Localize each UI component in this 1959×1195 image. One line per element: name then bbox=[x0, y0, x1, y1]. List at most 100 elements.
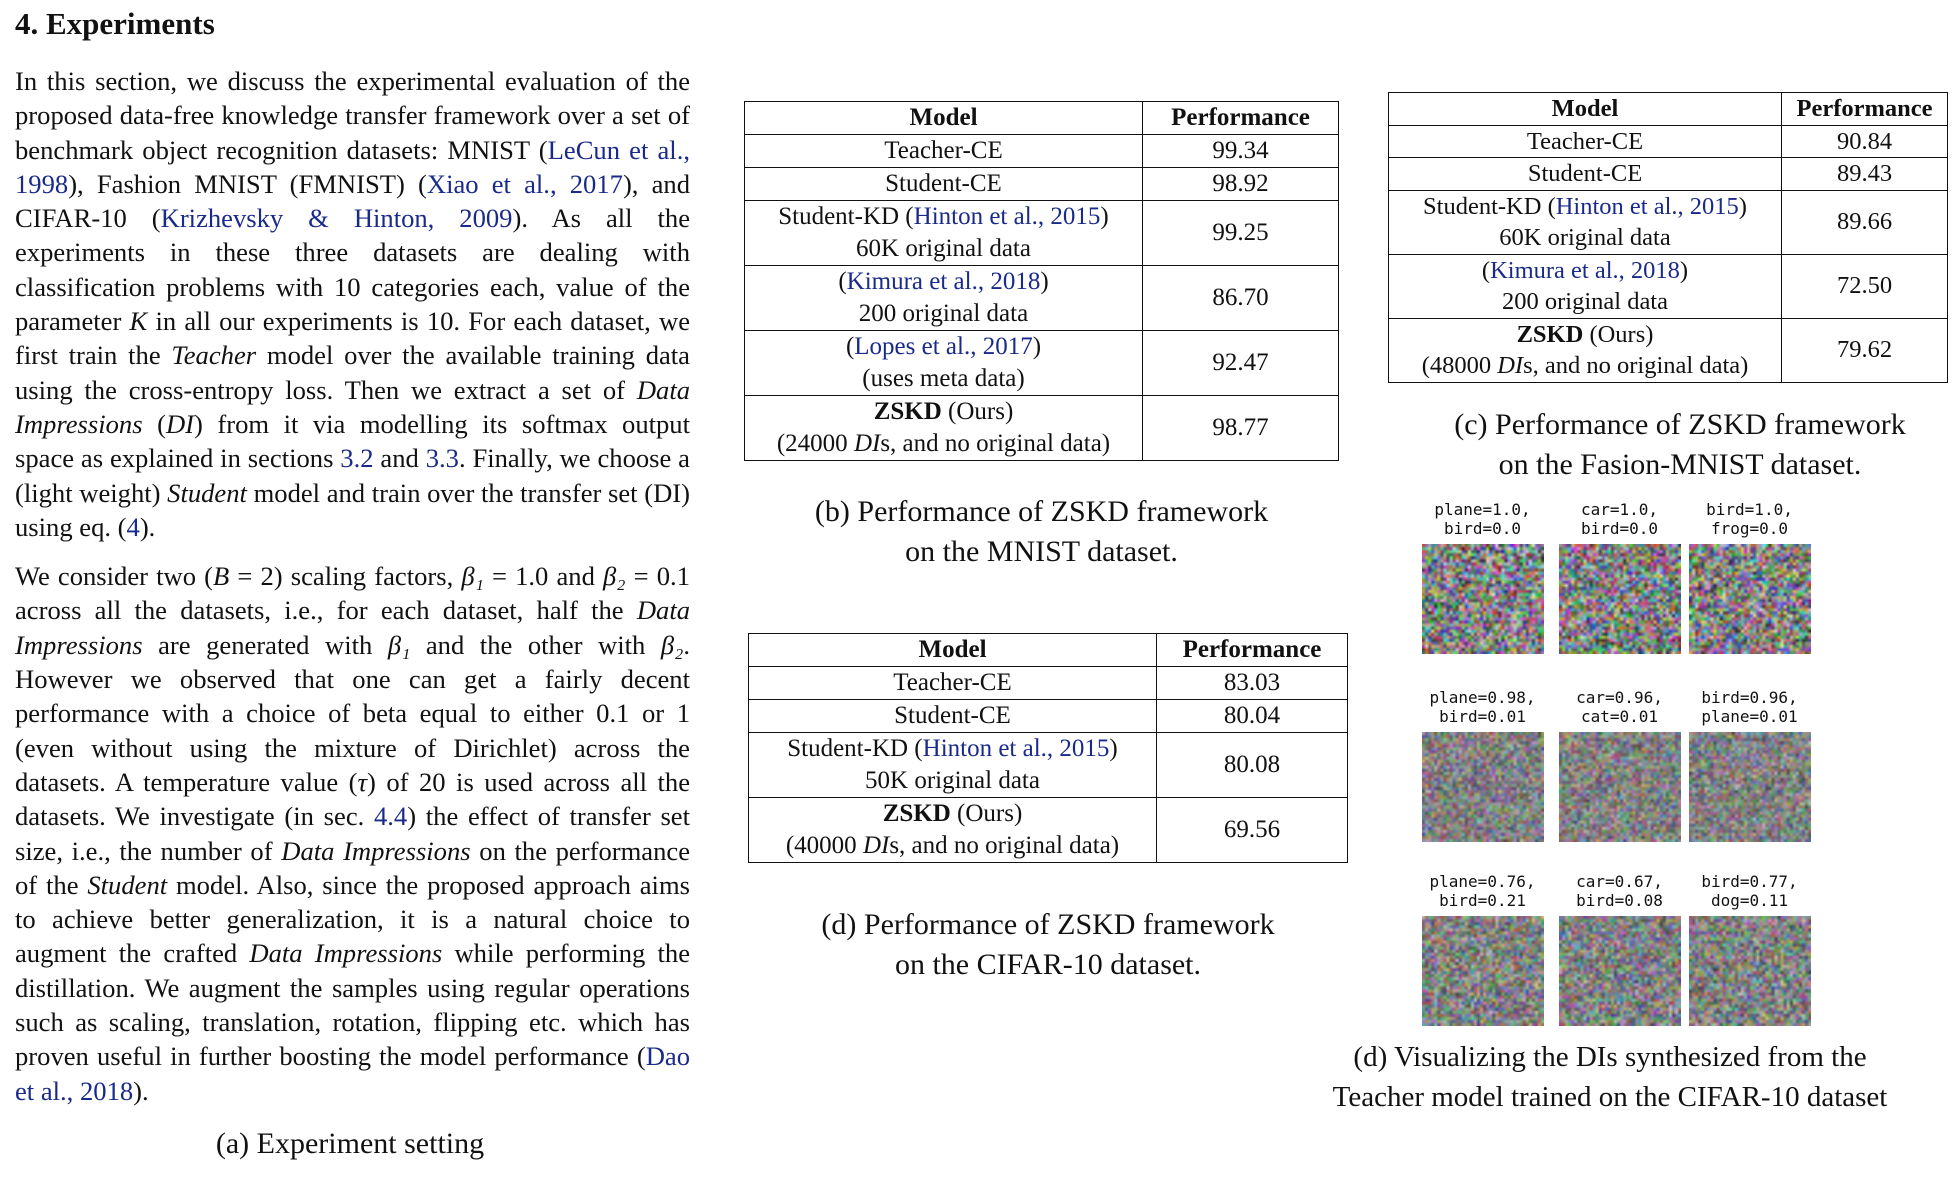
citation-link[interactable]: LeCun et al., 1998 bbox=[15, 134, 690, 199]
header-performance: Performance bbox=[1781, 92, 1948, 126]
text-run: Teacher bbox=[171, 340, 257, 371]
label-line: car=0.96, bbox=[1576, 688, 1663, 707]
text-run: ). As all the experiments in these three… bbox=[15, 203, 691, 337]
label: ( bbox=[1481, 256, 1491, 284]
label-line: bird=0.0 bbox=[1443, 519, 1522, 538]
header-performance: Performance bbox=[1142, 101, 1339, 135]
caption-line: (b) Performance of ZSKD framework bbox=[814, 495, 1269, 528]
di-label: bird=0.96, plane=0.01 bbox=[1687, 688, 1812, 726]
value: 83.03 bbox=[1156, 666, 1348, 700]
label-line: bird=0.77, bbox=[1701, 872, 1798, 891]
row-student-kd: Student-KD (Hinton et al., 2015) 60K orig… bbox=[744, 200, 1143, 266]
label: ( bbox=[845, 333, 855, 360]
label: ) bbox=[1100, 203, 1109, 230]
text-run: and the other with bbox=[410, 629, 661, 660]
citation-link[interactable]: Hinton et al., 2015 bbox=[1555, 192, 1739, 220]
caption-line: Teacher model trained on the CIFAR-10 da… bbox=[1332, 1081, 1888, 1113]
label: s, and no original data) bbox=[1523, 352, 1749, 379]
di-sample: bird=0.77, dog=0.11 bbox=[1687, 872, 1812, 1026]
row-teacher: Teacher-CE bbox=[1388, 124, 1782, 158]
citation-link[interactable]: Krizhevsky & Hinton, 2009 bbox=[160, 203, 513, 234]
label: ( bbox=[838, 268, 847, 295]
text-run: In this section, we discuss the experime… bbox=[15, 66, 690, 165]
label: (40000 bbox=[785, 832, 863, 859]
citation-link[interactable]: Hinton et al., 2015 bbox=[913, 203, 1101, 230]
value: 86.70 bbox=[1142, 265, 1339, 331]
value: 69.56 bbox=[1156, 797, 1348, 863]
label: ) bbox=[1738, 192, 1747, 220]
experiment-text: In this section, we discuss the experime… bbox=[15, 64, 690, 1108]
text-run: B bbox=[213, 561, 230, 592]
citation-link[interactable]: 3.2 bbox=[340, 443, 374, 474]
caption-c: (c) Performance of ZSKD framework on the … bbox=[1400, 405, 1959, 485]
di-label: bird=1.0, frog=0.0 bbox=[1687, 500, 1812, 538]
di-label: plane=1.0, bird=0.0 bbox=[1420, 500, 1545, 538]
di-label: plane=0.76, bird=0.21 bbox=[1420, 872, 1545, 910]
value: 80.04 bbox=[1156, 699, 1348, 733]
label: (Ours) bbox=[1583, 320, 1654, 348]
citation-link[interactable]: Xiao et al., 2017 bbox=[426, 168, 623, 199]
label: (Ours) bbox=[941, 398, 1014, 425]
row-lopes: (Lopes et al., 2017) (uses meta data) bbox=[744, 330, 1143, 396]
label: ) bbox=[1040, 268, 1049, 295]
label-line: car=1.0, bbox=[1580, 500, 1659, 519]
value: 89.43 bbox=[1781, 157, 1948, 191]
citation-link[interactable]: Lopes et al., 2017 bbox=[854, 333, 1033, 360]
citation-link[interactable]: 3.3 bbox=[425, 443, 459, 474]
label-line: dog=0.11 bbox=[1710, 891, 1789, 910]
di-label: car=0.96, cat=0.01 bbox=[1557, 688, 1682, 726]
text-run: ). bbox=[139, 511, 156, 542]
value: 90.84 bbox=[1781, 124, 1948, 158]
di-label: car=1.0, bird=0.0 bbox=[1557, 500, 1682, 538]
table-fmnist: Model Performance Teacher-CE 90.84 Student… bbox=[1388, 92, 1948, 383]
caption-line: on the CIFAR-10 dataset. bbox=[894, 948, 1202, 981]
text-run: model. Also, since the proposed approach… bbox=[15, 869, 690, 969]
text-run: DI bbox=[165, 408, 194, 439]
di-sample: plane=1.0, bird=0.0 bbox=[1420, 500, 1545, 654]
value: 99.25 bbox=[1142, 200, 1339, 266]
table-mnist: Model Performance Teacher-CE 99.34 Student… bbox=[744, 101, 1339, 461]
value: 92.47 bbox=[1142, 330, 1339, 396]
di-image bbox=[1688, 544, 1811, 654]
label-line: plane=0.98, bbox=[1429, 688, 1536, 707]
label: Student-KD ( bbox=[787, 735, 923, 762]
citation-link[interactable]: 4 bbox=[126, 511, 140, 542]
citation-link[interactable]: Dao et al., 2018 bbox=[15, 1041, 690, 1106]
citation-link[interactable]: Kimura et al., 2018 bbox=[1490, 256, 1680, 284]
text-run: = 2) scaling factors, bbox=[229, 561, 462, 592]
label: ) bbox=[1032, 333, 1042, 360]
label: Student-KD ( bbox=[778, 203, 914, 230]
row-zskd: ZSKD (Ours) (48000 DIs, and no original d… bbox=[1388, 317, 1782, 383]
label: (24000 bbox=[776, 430, 854, 457]
row-teacher: Teacher-CE bbox=[744, 134, 1143, 168]
row-zskd: ZSKD (Ours) (40000 DIs, and no original d… bbox=[748, 797, 1157, 863]
row-kimura: (Kimura et al., 2018) 200 original data bbox=[744, 265, 1143, 331]
table-cifar10: Model Performance Teacher-CE 83.03 Student… bbox=[748, 633, 1348, 863]
label-line: cat=0.01 bbox=[1580, 707, 1659, 726]
value: 99.34 bbox=[1142, 134, 1339, 168]
label: DI bbox=[853, 430, 881, 457]
label-line: bird=0.21 bbox=[1439, 891, 1526, 910]
label-line: plane=1.0, bbox=[1434, 500, 1531, 519]
label-line: bird=0.96, bbox=[1701, 688, 1798, 707]
label-line: car=0.67, bbox=[1576, 872, 1663, 891]
text-run: K bbox=[129, 306, 148, 337]
label-line: bird=0.0 bbox=[1580, 519, 1659, 538]
text-run: ( bbox=[142, 408, 166, 439]
di-image bbox=[1421, 916, 1544, 1026]
data-note: 50K original data bbox=[865, 767, 1040, 794]
citation-link[interactable]: 4.4 bbox=[373, 801, 408, 832]
text-run: while performing the distillation. We au… bbox=[15, 938, 691, 1072]
row-student-kd: Student-KD (Hinton et al., 2015) 50K orig… bbox=[748, 732, 1157, 798]
label: DI bbox=[862, 832, 890, 859]
text-run: model and train over the transfer set (D… bbox=[15, 477, 690, 542]
caption-d: (d) Performance of ZSKD framework on the … bbox=[748, 905, 1348, 985]
label-line: bird=0.01 bbox=[1439, 707, 1526, 726]
row-student: Student-CE bbox=[1388, 157, 1782, 191]
value: 98.77 bbox=[1142, 395, 1339, 461]
citation-link[interactable]: Kimura et al., 2018 bbox=[846, 268, 1041, 295]
label: Student-KD ( bbox=[1423, 192, 1556, 220]
text-run: Student bbox=[167, 477, 247, 508]
citation-link[interactable]: Hinton et al., 2015 bbox=[922, 735, 1110, 762]
caption-e: (d) Visualizing the DIs synthesized from… bbox=[1265, 1037, 1955, 1117]
